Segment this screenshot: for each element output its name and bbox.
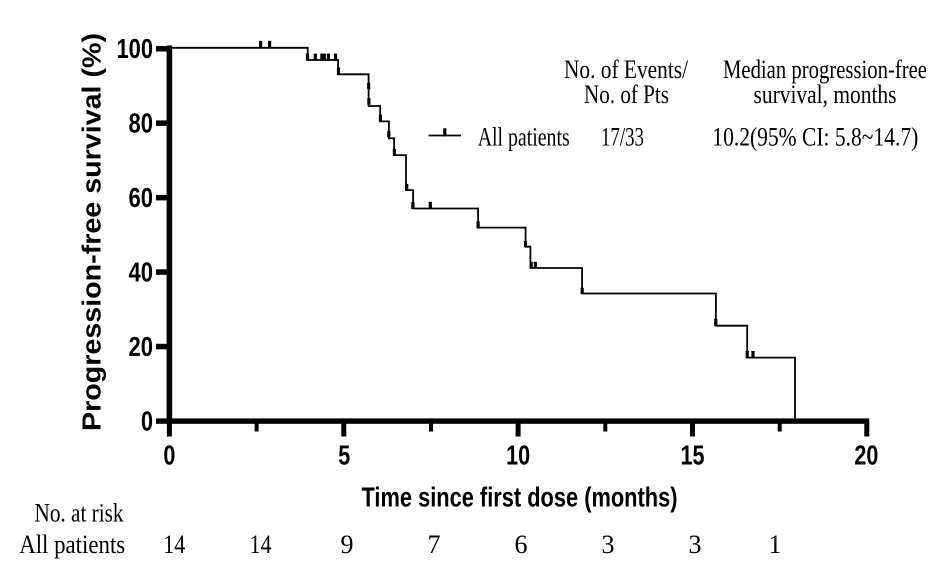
- svg-text:80: 80: [129, 108, 154, 139]
- svg-text:Median progression-free: Median progression-free: [723, 55, 927, 84]
- svg-text:60: 60: [129, 182, 154, 213]
- svg-text:Progression-free survival (%): Progression-free survival (%): [77, 33, 106, 431]
- svg-text:6: 6: [515, 530, 528, 559]
- svg-text:All patients: All patients: [19, 530, 125, 559]
- svg-text:3: 3: [689, 530, 702, 559]
- svg-text:5: 5: [338, 440, 350, 471]
- svg-text:No. of Pts: No. of Pts: [584, 80, 669, 109]
- svg-text:9: 9: [341, 530, 354, 559]
- svg-text:No. of Events/: No. of Events/: [564, 55, 689, 84]
- svg-text:3: 3: [602, 530, 615, 559]
- svg-text:20: 20: [129, 331, 154, 362]
- svg-text:0: 0: [141, 406, 153, 437]
- svg-text:1: 1: [769, 530, 782, 559]
- svg-text:10.2(95% CI: 5.8~14.7): 10.2(95% CI: 5.8~14.7): [712, 123, 918, 152]
- svg-text:15: 15: [681, 440, 705, 471]
- svg-text:20: 20: [854, 440, 878, 471]
- svg-text:Time since first dose (months): Time since first dose (months): [362, 482, 678, 513]
- svg-text:100: 100: [117, 33, 154, 64]
- svg-text:14: 14: [250, 530, 272, 559]
- svg-text:No. at risk: No. at risk: [35, 499, 124, 528]
- svg-text:7: 7: [428, 530, 441, 559]
- svg-text:14: 14: [163, 530, 185, 559]
- svg-text:40: 40: [129, 257, 154, 288]
- svg-text:survival, months: survival, months: [754, 80, 897, 109]
- svg-text:0: 0: [163, 440, 175, 471]
- svg-text:17/33: 17/33: [601, 123, 644, 152]
- svg-text:10: 10: [506, 440, 530, 471]
- svg-text:All patients: All patients: [478, 123, 570, 152]
